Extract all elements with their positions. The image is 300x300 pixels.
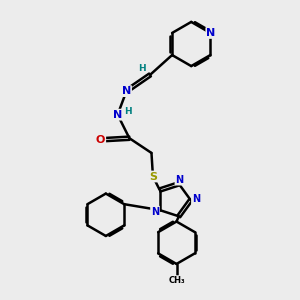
Text: N: N <box>151 207 159 217</box>
Text: H: H <box>138 64 146 73</box>
Text: N: N <box>113 110 122 120</box>
Text: N: N <box>176 175 184 185</box>
Text: N: N <box>122 86 131 96</box>
Text: N: N <box>206 28 216 38</box>
Text: S: S <box>149 172 157 182</box>
Text: O: O <box>96 135 105 145</box>
Text: CH₃: CH₃ <box>168 276 185 285</box>
Text: N: N <box>192 194 200 205</box>
Text: H: H <box>124 106 132 116</box>
